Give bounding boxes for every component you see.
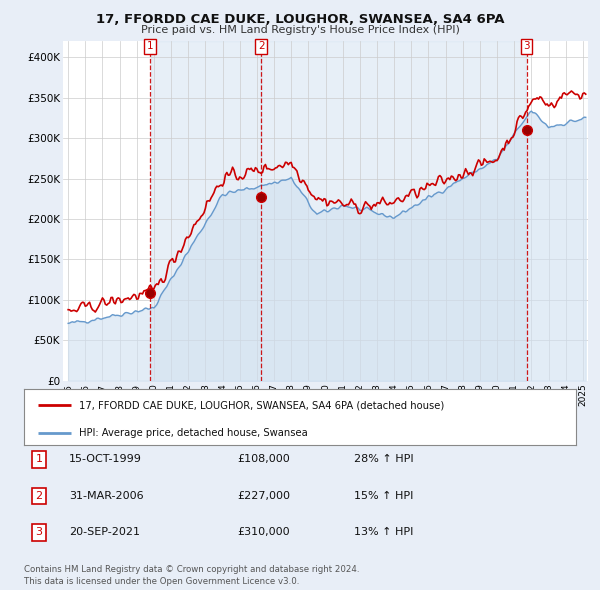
Text: £108,000: £108,000 — [237, 454, 290, 464]
Text: This data is licensed under the Open Government Licence v3.0.: This data is licensed under the Open Gov… — [24, 577, 299, 586]
Text: 2: 2 — [258, 41, 265, 51]
Text: £227,000: £227,000 — [237, 491, 290, 501]
Text: 3: 3 — [523, 41, 530, 51]
Text: Price paid vs. HM Land Registry's House Price Index (HPI): Price paid vs. HM Land Registry's House … — [140, 25, 460, 35]
Text: 2: 2 — [35, 491, 43, 501]
Text: 28% ↑ HPI: 28% ↑ HPI — [354, 454, 413, 464]
Text: 31-MAR-2006: 31-MAR-2006 — [69, 491, 143, 501]
Text: HPI: Average price, detached house, Swansea: HPI: Average price, detached house, Swan… — [79, 428, 308, 438]
Text: 17, FFORDD CAE DUKE, LOUGHOR, SWANSEA, SA4 6PA: 17, FFORDD CAE DUKE, LOUGHOR, SWANSEA, S… — [96, 13, 504, 26]
Text: 15-OCT-1999: 15-OCT-1999 — [69, 454, 142, 464]
Text: 3: 3 — [35, 527, 43, 537]
Text: 17, FFORDD CAE DUKE, LOUGHOR, SWANSEA, SA4 6PA (detached house): 17, FFORDD CAE DUKE, LOUGHOR, SWANSEA, S… — [79, 400, 445, 410]
Text: 1: 1 — [35, 454, 43, 464]
Text: 1: 1 — [147, 41, 154, 51]
Text: Contains HM Land Registry data © Crown copyright and database right 2024.: Contains HM Land Registry data © Crown c… — [24, 565, 359, 574]
Text: 15% ↑ HPI: 15% ↑ HPI — [354, 491, 413, 501]
Text: 20-SEP-2021: 20-SEP-2021 — [69, 527, 140, 537]
Text: £310,000: £310,000 — [237, 527, 290, 537]
Text: 13% ↑ HPI: 13% ↑ HPI — [354, 527, 413, 537]
